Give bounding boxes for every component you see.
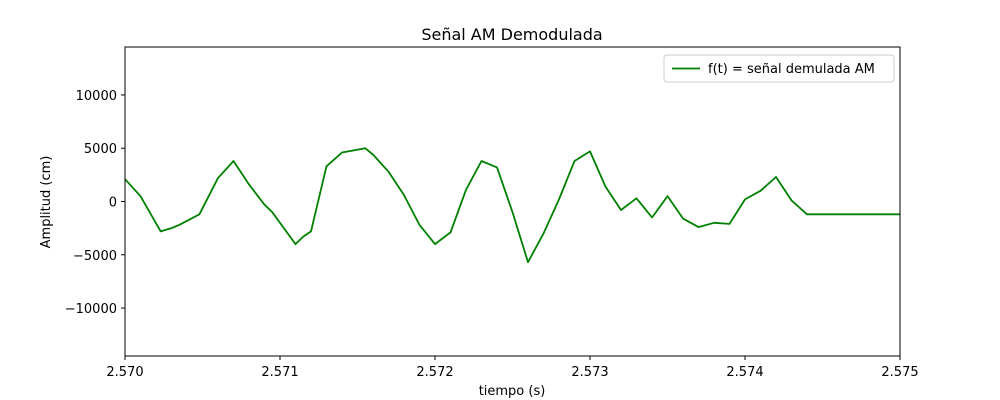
- y-tick-label: −5000: [73, 249, 117, 264]
- x-axis-label: tiempo (s): [479, 384, 546, 399]
- x-tick-label: 2.570: [106, 365, 143, 380]
- plot-frame: [124, 46, 901, 357]
- legend: f(t) = señal demulada AM: [663, 54, 895, 83]
- y-tick-label: 10000: [76, 89, 117, 104]
- y-tick-label: 5000: [84, 142, 117, 157]
- chart-title: Señal AM Demodulada: [421, 25, 602, 44]
- x-tick-label: 2.572: [416, 365, 453, 380]
- legend-label: f(t) = señal demulada AM: [708, 62, 875, 77]
- x-tick-label: 2.575: [881, 365, 918, 380]
- series-line-0: [125, 147, 900, 264]
- x-axis: 2.570 2.571 2.572 2.573 2.574 2.575: [106, 356, 919, 380]
- x-tick-label: 2.573: [571, 365, 608, 380]
- x-tick-label: 2.574: [726, 365, 763, 380]
- legend-box: [663, 54, 895, 83]
- y-tick-label: −10000: [65, 302, 117, 317]
- y-tick-label: 0: [109, 196, 117, 211]
- x-tick-label: 2.571: [261, 365, 298, 380]
- y-axis: −10000 −5000 0 5000 10000: [65, 89, 125, 317]
- plot-area: [124, 46, 901, 357]
- y-axis-label: Amplitud (cm): [39, 156, 54, 249]
